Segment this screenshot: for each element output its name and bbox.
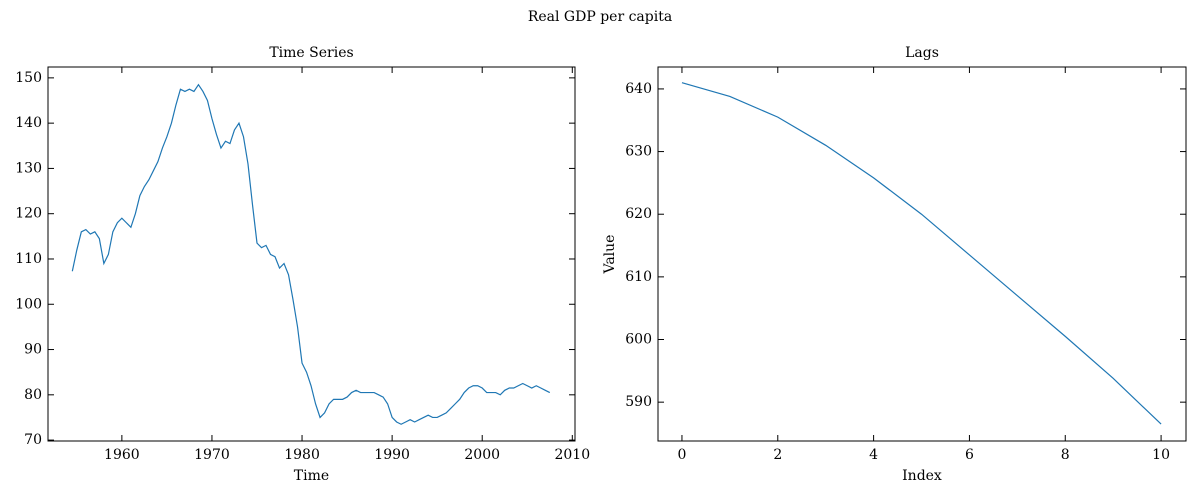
- y-tick-label: 130: [15, 160, 42, 176]
- plot-frame: [47, 66, 576, 442]
- x-tick-label: 1970: [194, 447, 230, 463]
- y-tick-label: 600: [625, 332, 652, 348]
- x-tick-label: 2000: [464, 447, 500, 463]
- y-axis-label: Value: [602, 235, 618, 275]
- x-tick-label: 1960: [104, 447, 140, 463]
- data-line: [71, 83, 551, 425]
- x-tick-label: 10: [1152, 447, 1170, 463]
- x-tick-label: 1990: [374, 447, 410, 463]
- figure-title: Real GDP per capita: [528, 9, 672, 25]
- plot-frame: [657, 66, 1187, 442]
- y-tick-label: 610: [625, 269, 652, 285]
- y-tick-label: 100: [15, 296, 42, 312]
- y-tick-label: 110: [15, 251, 42, 267]
- x-axis-label: Index: [902, 468, 942, 484]
- data-line: [681, 82, 1162, 425]
- y-tick-label: 80: [24, 387, 42, 403]
- x-tick-label: 8: [1061, 447, 1070, 463]
- x-tick-label: 2010: [554, 447, 590, 463]
- y-tick-label: 120: [15, 206, 42, 222]
- y-tick-label: 70: [24, 432, 42, 448]
- y-tick-label: 150: [15, 70, 42, 86]
- y-tick-label: 620: [625, 206, 652, 222]
- x-tick-label: 2: [773, 447, 782, 463]
- x-tick-label: 1980: [284, 447, 320, 463]
- subplot-title: Time Series: [269, 45, 353, 61]
- x-tick-label: 0: [677, 447, 686, 463]
- y-tick-label: 640: [625, 81, 652, 97]
- y-tick-label: 90: [24, 342, 42, 358]
- y-tick-label: 630: [625, 144, 652, 160]
- x-tick-label: 6: [965, 447, 974, 463]
- y-tick-label: 140: [15, 115, 42, 131]
- subplot-title: Lags: [905, 45, 939, 61]
- x-axis-label: Time: [294, 468, 329, 484]
- x-tick-label: 4: [869, 447, 878, 463]
- y-tick-label: 590: [625, 394, 652, 410]
